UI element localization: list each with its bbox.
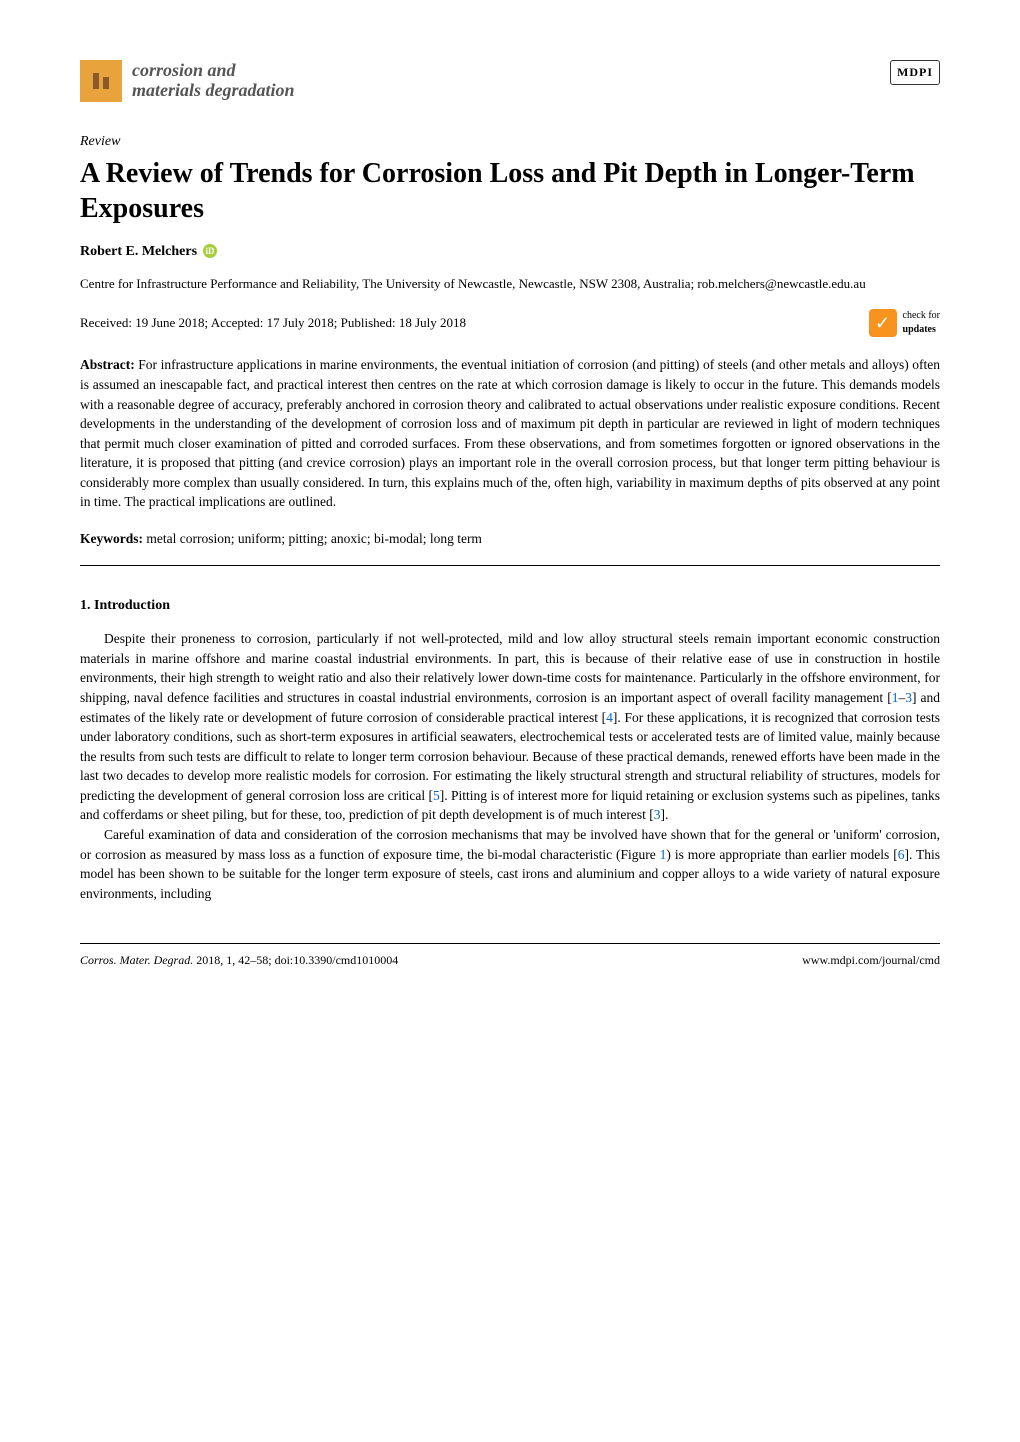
article-type: Review xyxy=(80,132,940,152)
article-title: A Review of Trends for Corrosion Loss an… xyxy=(80,156,940,226)
intro-paragraph-2: Careful examination of data and consider… xyxy=(80,825,940,903)
footer-rest: 2018, 1, 42–58; doi:10.3390/cmd1010004 xyxy=(193,953,398,967)
journal-name-line2: materials degradation xyxy=(132,81,295,101)
footer-citation: Corros. Mater. Degrad. 2018, 1, 42–58; d… xyxy=(80,952,398,969)
abstract-text: For infrastructure applications in marin… xyxy=(80,357,940,509)
ref-link-3[interactable]: 3 xyxy=(905,690,912,705)
author-line: Robert E. Melchers iD xyxy=(80,242,940,262)
header-row: corrosion and materials degradation MDPI xyxy=(80,60,940,102)
affiliation: Centre for Infrastructure Performance an… xyxy=(80,275,940,293)
check-updates-text: check for updates xyxy=(903,309,940,337)
footer-journal: Corros. Mater. Degrad. xyxy=(80,953,193,967)
journal-logo-icon xyxy=(80,60,122,102)
abstract: Abstract: For infrastructure application… xyxy=(80,355,940,512)
journal-glyph-icon xyxy=(89,69,113,93)
intro-p2-b: ) is more appropriate than earlier model… xyxy=(666,847,897,862)
publisher-name: MDPI xyxy=(897,65,933,79)
orcid-icon[interactable]: iD xyxy=(203,244,217,258)
dates-row: Received: 19 June 2018; Accepted: 17 Jul… xyxy=(80,309,940,337)
check-updates-line1: check for xyxy=(903,309,940,323)
intro-heading: 1. Introduction xyxy=(80,596,940,616)
check-updates-icon: ✓ xyxy=(869,309,897,337)
section-divider xyxy=(80,565,940,566)
intro-paragraph-1: Despite their proneness to corrosion, pa… xyxy=(80,629,940,825)
keywords: Keywords: metal corrosion; uniform; pitt… xyxy=(80,530,940,549)
intro-p1-f: ]. xyxy=(660,807,668,822)
abstract-label: Abstract: xyxy=(80,357,135,372)
author-name: Robert E. Melchers xyxy=(80,242,197,262)
keywords-text: metal corrosion; uniform; pitting; anoxi… xyxy=(143,531,482,546)
publisher-logo: MDPI xyxy=(890,60,940,85)
check-updates-line2: updates xyxy=(903,323,940,337)
publication-dates: Received: 19 June 2018; Accepted: 17 Jul… xyxy=(80,314,466,332)
intro-p1-a: Despite their proneness to corrosion, pa… xyxy=(80,631,940,705)
journal-name-line1: corrosion and xyxy=(132,61,295,81)
footer-url[interactable]: www.mdpi.com/journal/cmd xyxy=(802,952,940,969)
check-updates-badge[interactable]: ✓ check for updates xyxy=(869,309,940,337)
page-footer: Corros. Mater. Degrad. 2018, 1, 42–58; d… xyxy=(80,943,940,969)
journal-name: corrosion and materials degradation xyxy=(132,61,295,101)
journal-url-link[interactable]: www.mdpi.com/journal/cmd xyxy=(802,953,940,967)
journal-logo: corrosion and materials degradation xyxy=(80,60,295,102)
keywords-label: Keywords: xyxy=(80,531,143,546)
ref-link-5[interactable]: 5 xyxy=(433,788,440,803)
ref-link-4[interactable]: 4 xyxy=(606,710,613,725)
